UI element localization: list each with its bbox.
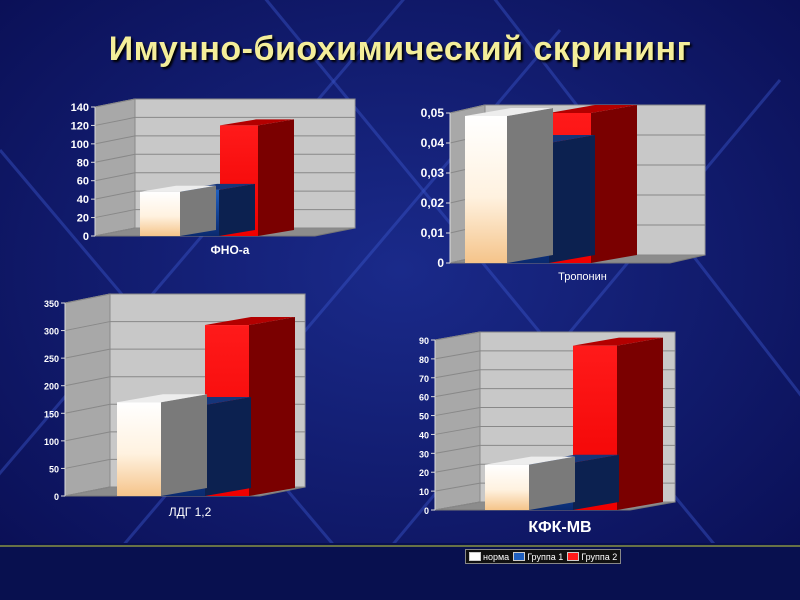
- y-tick-label: 0: [54, 492, 59, 502]
- chart-troponin: 0 0,01 0,02 0,03 0,04 0,05 Тропонин: [421, 104, 706, 283]
- bar-side: [573, 454, 619, 510]
- y-tick-label: 0: [437, 256, 444, 270]
- bar-norm: [140, 191, 180, 236]
- y-tick-label: 100: [44, 437, 59, 447]
- chart-ldg: 0 50 100 150 200 250 300 350 ЛДГ 1,2: [44, 293, 306, 519]
- y-tick-label: 300: [44, 327, 59, 337]
- y-tick-label: 0,03: [421, 166, 445, 180]
- y-tick-label: 60: [419, 393, 429, 403]
- legend-swatch-group2: [567, 552, 580, 561]
- legend-item-group1: Группа 1: [513, 552, 563, 562]
- y-tick-label: 150: [44, 409, 59, 419]
- y-tick-label: 40: [419, 430, 429, 440]
- y-tick-label: 0: [83, 231, 89, 243]
- bar-top: [485, 456, 575, 465]
- legend-item-norm: норма: [469, 552, 509, 562]
- gridline: [94, 116, 355, 126]
- y-tick-label: 40: [77, 194, 89, 206]
- y-tick-label: 50: [49, 464, 59, 474]
- chart-kfk-mb: 0 10 20 30 40 50 60 70 80 90 КФК-МВ: [419, 331, 676, 536]
- bar-top: [465, 108, 553, 116]
- chart-side-wall: [434, 331, 481, 511]
- y-tick-label: 80: [419, 355, 429, 365]
- y-tick-label: 100: [71, 139, 89, 151]
- y-tick-label: 10: [419, 487, 429, 497]
- chart-legend: норма Группа 1 Группа 2: [465, 549, 622, 564]
- legend-label-norm: норма: [483, 551, 510, 562]
- x-category-label: КФК-МВ: [528, 519, 591, 536]
- bar-top: [205, 317, 295, 326]
- y-tick-label: 50: [419, 412, 429, 422]
- legend-item-group2: Группа 2: [567, 552, 617, 562]
- chart-side-wall: [94, 98, 136, 237]
- bar-side: [617, 337, 663, 510]
- chart-side-wall: [64, 293, 111, 497]
- x-category-label: Тропонин: [558, 271, 607, 283]
- y-tick-label: 0: [424, 506, 429, 516]
- legend-label-group1: Группа 1: [527, 551, 564, 562]
- legend-swatch-norm: [469, 552, 481, 561]
- legend-swatch-group1: [513, 552, 526, 561]
- y-tick-label: 0,01: [421, 226, 445, 240]
- bar-norm: [117, 402, 161, 496]
- bar-side: [249, 317, 295, 496]
- y-tick-label: 80: [77, 157, 89, 169]
- y-tick-label: 120: [71, 120, 89, 132]
- y-tick-label: 0,02: [421, 196, 445, 210]
- bar-top: [573, 337, 663, 346]
- bar-top: [549, 105, 637, 113]
- bar-side: [161, 394, 207, 496]
- y-tick-label: 0,04: [421, 136, 445, 150]
- bar-top: [117, 394, 207, 403]
- bar-side: [529, 456, 575, 510]
- y-tick-label: 20: [77, 213, 89, 225]
- bar-side: [219, 183, 255, 236]
- chart-fno-a: 0 20 40 60 80 100 120 140 ФНО-а: [71, 98, 356, 257]
- bar-top: [140, 185, 216, 192]
- y-tick-label: 140: [71, 102, 89, 114]
- y-tick-label: 30: [419, 449, 429, 459]
- bar-norm: [485, 464, 529, 510]
- x-category-label: ЛДГ 1,2: [169, 505, 212, 519]
- bar-side: [507, 108, 553, 263]
- y-tick-label: 0,05: [421, 106, 445, 120]
- bar-side: [549, 135, 595, 263]
- bar-top: [220, 119, 294, 126]
- x-category-label: ФНО-а: [211, 243, 250, 257]
- gridline: [64, 293, 305, 304]
- bar-side: [591, 105, 637, 263]
- y-tick-label: 20: [419, 468, 429, 478]
- bar-side: [205, 397, 251, 496]
- bar-side: [258, 119, 294, 236]
- y-tick-label: 200: [44, 382, 59, 392]
- y-tick-label: 70: [419, 374, 429, 384]
- y-tick-label: 350: [44, 299, 59, 309]
- y-tick-label: 250: [44, 354, 59, 364]
- gridline: [94, 98, 355, 108]
- bar-norm: [465, 116, 507, 263]
- bar-side: [180, 185, 216, 236]
- y-tick-label: 60: [77, 176, 89, 188]
- legend-label-group2: Группа 2: [581, 551, 618, 562]
- slide-title: Имунно-биохимический скрининг: [108, 30, 692, 68]
- gridline: [434, 331, 675, 341]
- y-tick-label: 90: [419, 336, 429, 346]
